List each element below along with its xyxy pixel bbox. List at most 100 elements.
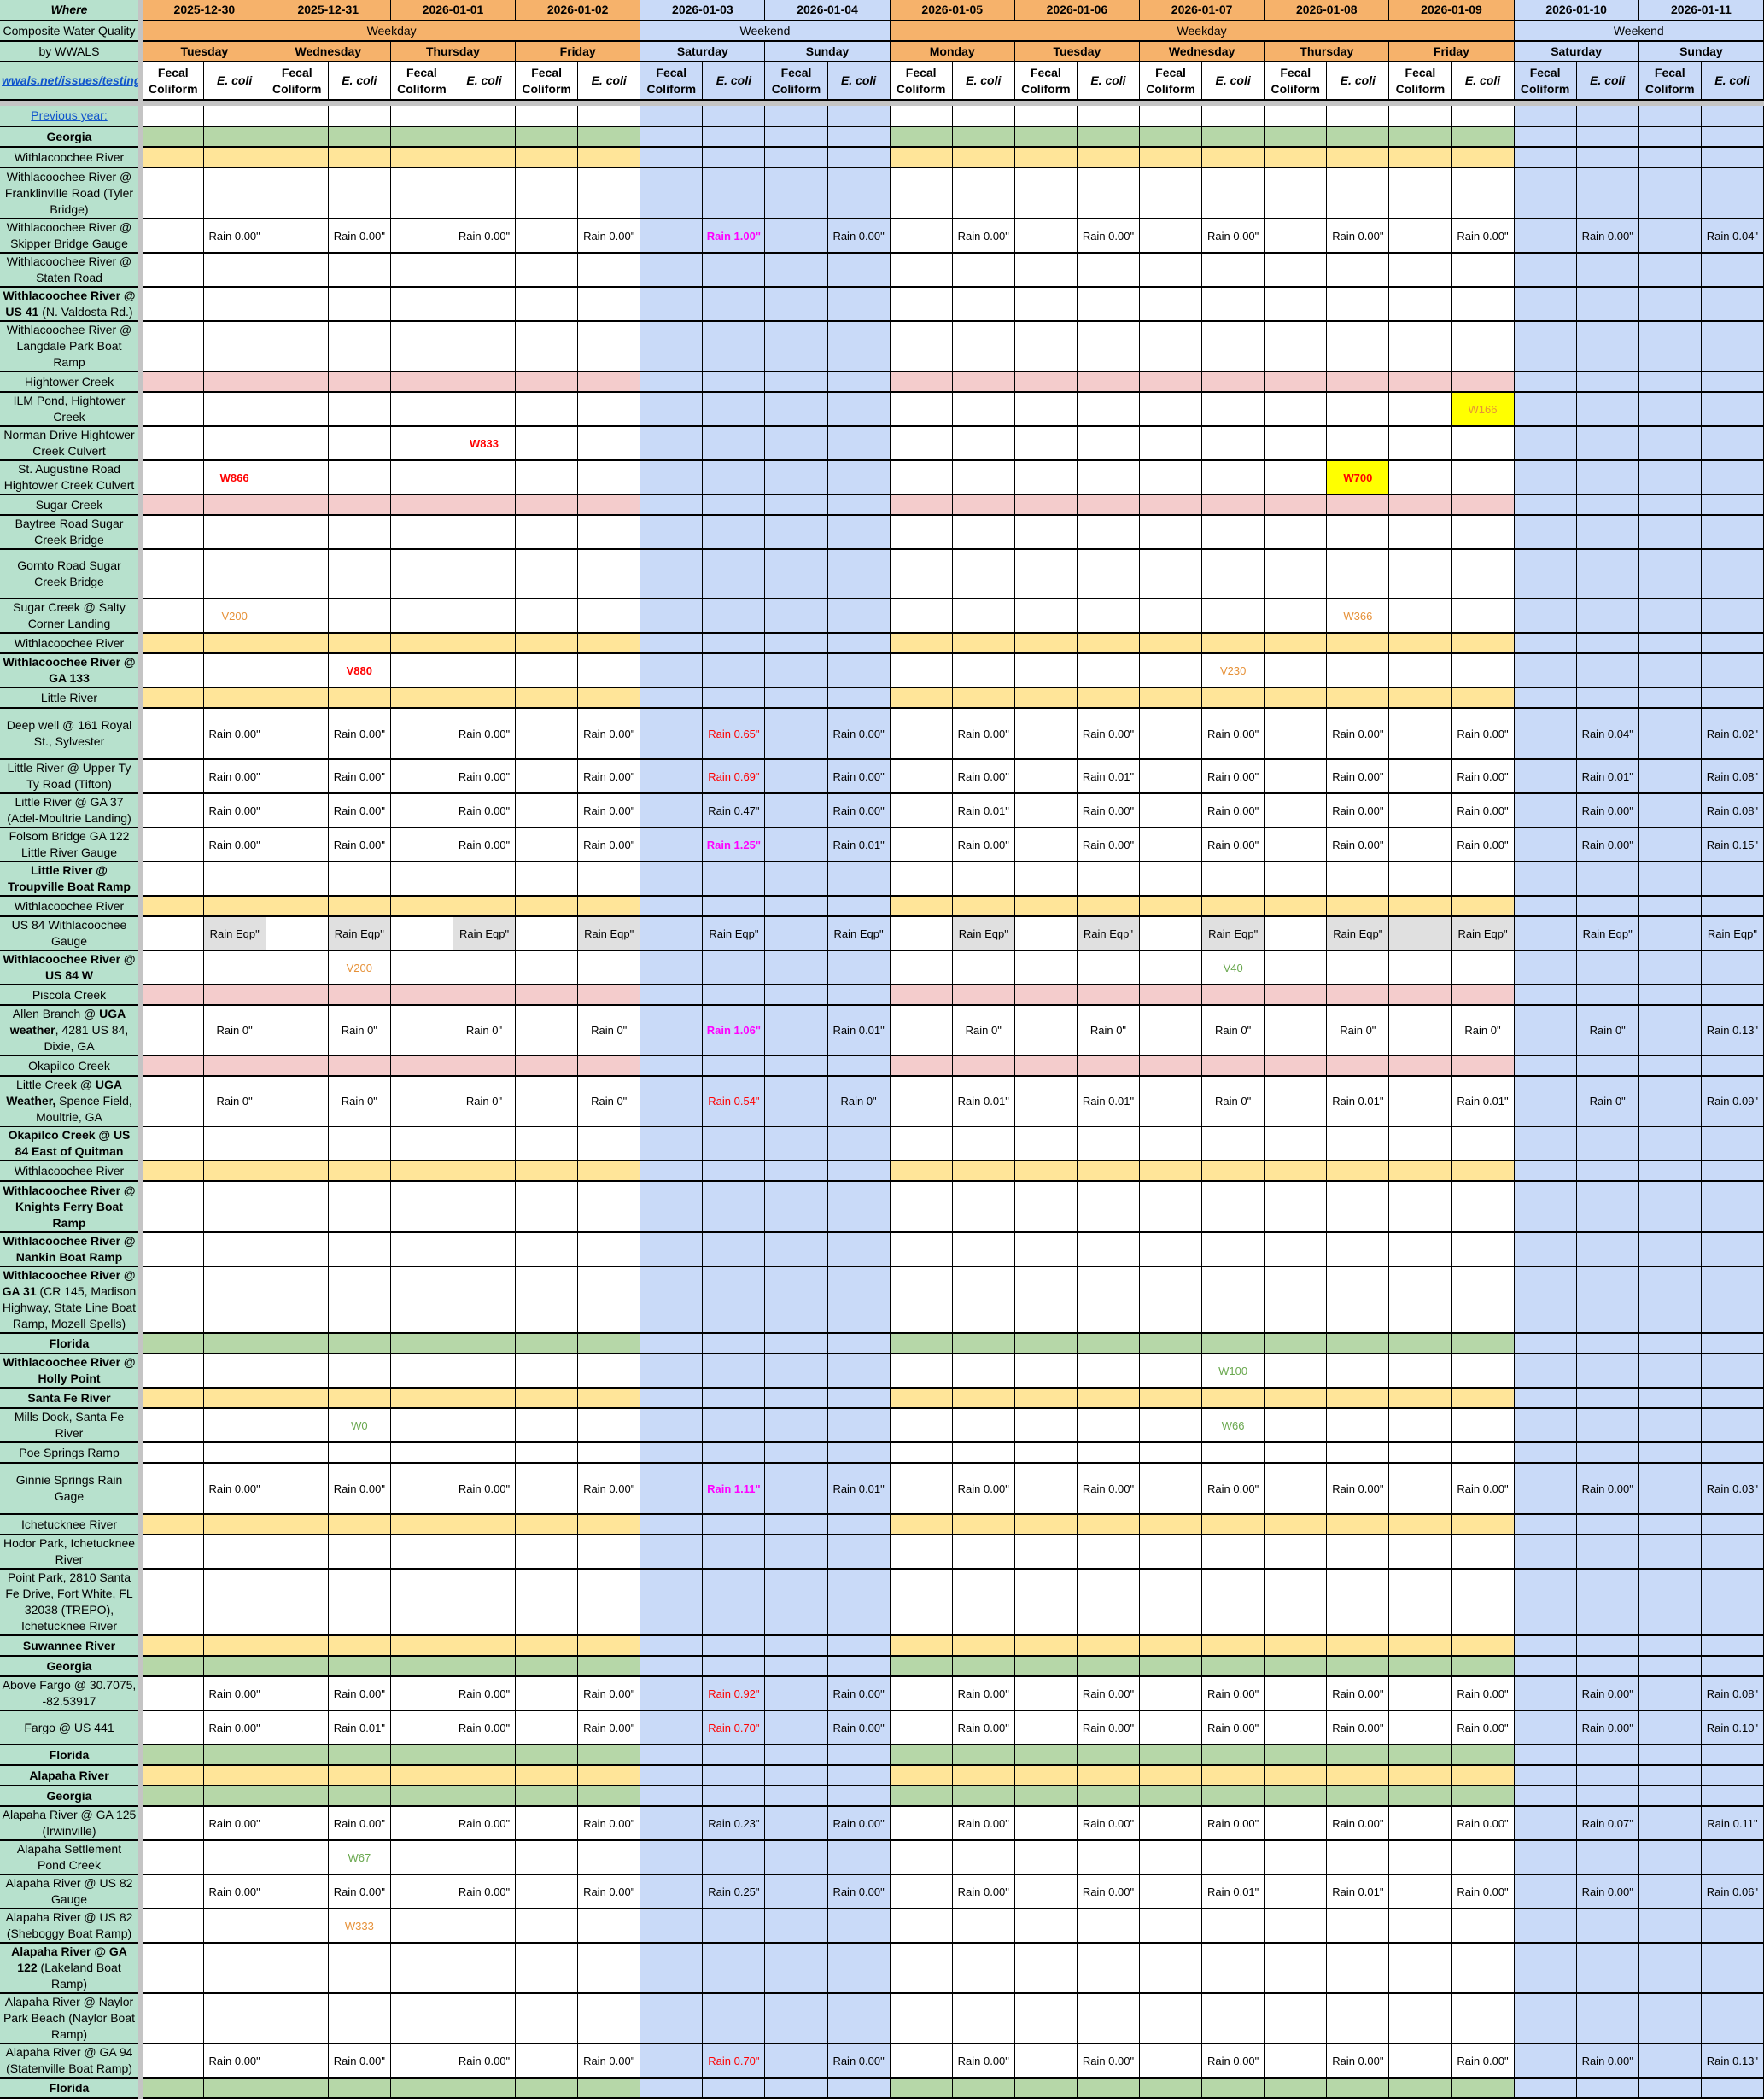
ecoli-cell[interactable] — [203, 147, 266, 168]
ecoli-cell[interactable] — [952, 1786, 1015, 1807]
ecoli-cell[interactable] — [1576, 167, 1639, 219]
fecal-coliform-cell[interactable] — [1514, 687, 1577, 709]
ecoli-cell[interactable]: W100 — [1201, 1354, 1265, 1389]
fecal-coliform-cell[interactable] — [266, 1266, 329, 1334]
fecal-coliform-cell[interactable] — [515, 708, 579, 760]
fecal-coliform-cell[interactable] — [390, 1514, 453, 1535]
fecal-coliform-cell[interactable] — [890, 1232, 953, 1267]
fecal-coliform-cell[interactable] — [1638, 1993, 1702, 2044]
fecal-coliform-cell[interactable] — [1264, 1535, 1328, 1570]
ecoli-cell[interactable]: Rain 0" — [952, 1005, 1015, 1056]
ecoli-cell[interactable]: W700 — [1326, 460, 1390, 495]
fecal-coliform-cell[interactable] — [1014, 371, 1078, 393]
ecoli-cell[interactable] — [1576, 950, 1639, 985]
ecoli-cell[interactable]: Rain 0.00" — [1077, 2043, 1141, 2079]
fecal-coliform-cell[interactable] — [1264, 494, 1328, 516]
fecal-coliform-cell[interactable] — [1638, 950, 1702, 985]
ecoli-cell[interactable] — [453, 147, 517, 168]
fecal-coliform-cell[interactable] — [141, 862, 204, 897]
fecal-coliform-cell[interactable] — [1388, 862, 1452, 897]
fecal-coliform-cell[interactable] — [1514, 460, 1577, 495]
ecoli-cell[interactable] — [952, 1333, 1015, 1354]
ecoli-cell[interactable] — [203, 1765, 266, 1786]
ecoli-cell[interactable]: Rain 0" — [1326, 1005, 1390, 1056]
fecal-coliform-cell[interactable] — [1014, 2043, 1078, 2079]
empty-cell[interactable] — [266, 106, 329, 127]
ecoli-cell[interactable] — [577, 126, 641, 148]
fecal-coliform-cell[interactable] — [141, 633, 204, 654]
fecal-coliform-cell[interactable] — [1139, 985, 1203, 1006]
ecoli-cell[interactable]: Rain 0.00" — [1451, 1806, 1515, 1841]
ecoli-cell[interactable] — [203, 126, 266, 148]
fecal-coliform-cell[interactable] — [1388, 1710, 1452, 1745]
fecal-coliform-cell[interactable] — [1139, 1745, 1203, 1766]
ecoli-cell[interactable] — [952, 1993, 1015, 2044]
fecal-coliform-cell[interactable] — [1388, 321, 1452, 372]
empty-cell[interactable] — [203, 106, 266, 127]
ecoli-cell[interactable]: Rain 0.70" — [702, 1710, 766, 1745]
ecoli-cell[interactable] — [328, 2078, 391, 2099]
fecal-coliform-cell[interactable] — [515, 321, 579, 372]
fecal-coliform-cell[interactable] — [1264, 1266, 1328, 1334]
ecoli-cell[interactable] — [1701, 653, 1764, 688]
ecoli-cell[interactable]: Rain 0.00" — [453, 1806, 517, 1841]
fecal-coliform-cell[interactable] — [390, 759, 453, 794]
ecoli-cell[interactable]: W66 — [1201, 1408, 1265, 1443]
fecal-coliform-cell[interactable] — [1388, 1055, 1452, 1077]
fecal-coliform-cell[interactable] — [1264, 1181, 1328, 1233]
fecal-coliform-cell[interactable] — [1388, 1266, 1452, 1334]
fecal-coliform-cell[interactable] — [1638, 1354, 1702, 1389]
ecoli-cell[interactable] — [1077, 1442, 1141, 1464]
fecal-coliform-cell[interactable] — [640, 1943, 704, 1994]
fecal-coliform-cell[interactable] — [1014, 1993, 1078, 2044]
fecal-coliform-cell[interactable] — [1264, 827, 1328, 862]
ecoli-cell[interactable] — [1701, 950, 1764, 985]
fecal-coliform-cell[interactable] — [390, 1786, 453, 1807]
fecal-coliform-cell[interactable] — [266, 426, 329, 461]
ecoli-cell[interactable] — [453, 549, 517, 599]
fecal-coliform-cell[interactable] — [640, 599, 704, 634]
fecal-coliform-cell[interactable] — [1514, 1569, 1577, 1636]
ecoli-cell[interactable] — [577, 1126, 641, 1161]
fecal-coliform-cell[interactable] — [141, 1076, 204, 1127]
ecoli-cell[interactable] — [453, 633, 517, 654]
ecoli-cell[interactable] — [1326, 1232, 1390, 1267]
fecal-coliform-cell[interactable] — [640, 219, 704, 254]
fecal-coliform-cell[interactable] — [515, 494, 579, 516]
ecoli-cell[interactable] — [577, 950, 641, 985]
fecal-coliform-cell[interactable] — [1014, 1806, 1078, 1841]
fecal-coliform-cell[interactable] — [1014, 687, 1078, 709]
ecoli-cell[interactable]: Rain 0.00" — [1326, 2043, 1390, 2079]
fecal-coliform-cell[interactable] — [640, 253, 704, 288]
fecal-coliform-cell[interactable] — [1388, 167, 1452, 219]
ecoli-cell[interactable]: Rain 0.00" — [952, 1710, 1015, 1745]
fecal-coliform-cell[interactable] — [764, 1786, 828, 1807]
fecal-coliform-cell[interactable] — [1388, 1943, 1452, 1994]
ecoli-cell[interactable]: Rain 0.00" — [1326, 1676, 1390, 1711]
fecal-coliform-cell[interactable] — [141, 1786, 204, 1807]
ecoli-cell[interactable]: Rain 0.09" — [1701, 1076, 1764, 1127]
fecal-coliform-cell[interactable] — [1139, 219, 1203, 254]
ecoli-cell[interactable]: Rain 0.01" — [827, 1463, 891, 1515]
fecal-coliform-cell[interactable] — [1264, 1656, 1328, 1677]
ecoli-cell[interactable] — [702, 1535, 766, 1570]
fecal-coliform-cell[interactable] — [515, 759, 579, 794]
fecal-coliform-cell[interactable] — [1514, 1161, 1577, 1182]
fecal-coliform-cell[interactable] — [266, 1463, 329, 1515]
ecoli-cell[interactable] — [952, 1232, 1015, 1267]
ecoli-cell[interactable] — [453, 1514, 517, 1535]
fecal-coliform-cell[interactable] — [390, 1354, 453, 1389]
fecal-coliform-cell[interactable] — [1388, 1005, 1452, 1056]
fecal-coliform-cell[interactable] — [1388, 708, 1452, 760]
ecoli-cell[interactable] — [1701, 862, 1764, 897]
ecoli-cell[interactable]: Rain Eqp" — [1576, 916, 1639, 951]
fecal-coliform-cell[interactable] — [1514, 1909, 1577, 1944]
fecal-coliform-cell[interactable] — [1514, 793, 1577, 828]
ecoli-cell[interactable] — [203, 1333, 266, 1354]
ecoli-cell[interactable] — [827, 896, 891, 917]
ecoli-cell[interactable] — [1326, 1745, 1390, 1766]
ecoli-cell[interactable] — [453, 287, 517, 322]
fecal-coliform-cell[interactable] — [1014, 1408, 1078, 1443]
ecoli-cell[interactable] — [1077, 126, 1141, 148]
ecoli-cell[interactable] — [1201, 1535, 1265, 1570]
